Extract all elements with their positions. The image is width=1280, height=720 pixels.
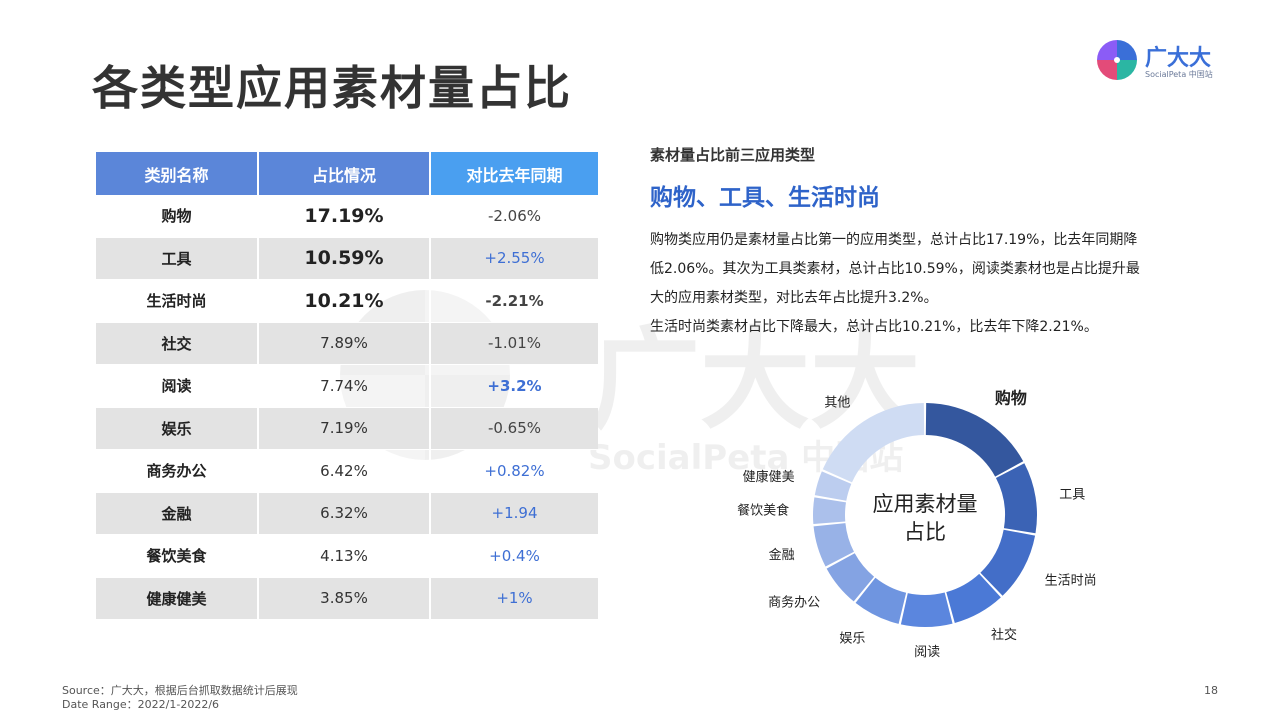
donut-slice-3: [946, 573, 1001, 623]
cell-share: 7.19%: [259, 407, 431, 450]
cell-category: 商务办公: [96, 450, 259, 493]
brand-logo: 广大大 SocialPeta 中国站: [1097, 40, 1227, 84]
cell-category: 生活时尚: [96, 280, 259, 323]
cell-category: 金融: [96, 492, 259, 535]
cell-category: 娱乐: [96, 407, 259, 450]
donut-label-9: 健康健美: [743, 469, 795, 485]
donut-slice-1: [995, 463, 1037, 534]
donut-slice-8: [813, 497, 846, 525]
summary-subtitle: 素材量占比前三应用类型: [650, 146, 816, 164]
donut-label-2: 生活时尚: [1045, 574, 1097, 589]
summary-line: 大的应用素材类型，对比去年占比提升3.2%。: [650, 290, 938, 306]
summary-line: 低2.06%。其次为工具类素材，总计占比10.59%，阅读类素材也是占比提升最: [650, 261, 1140, 277]
donut-label-3: 社交: [991, 627, 1017, 643]
table-header-row: 类别名称 占比情况 对比去年同期: [96, 152, 598, 195]
logo-icon: [1097, 40, 1137, 80]
cell-change: -1.01%: [431, 322, 598, 365]
donut-label-1: 工具: [1059, 488, 1085, 503]
donut-slice-4: [900, 592, 953, 627]
page-number: 18: [1204, 684, 1218, 697]
summary-line: 购物类应用仍是素材量占比第一的应用类型，总计占比17.19%，比去年同期降: [650, 232, 1138, 248]
cell-category: 购物: [96, 195, 259, 238]
cell-share: 10.59%: [259, 237, 431, 280]
table-row: 工具 10.59% +2.55%: [96, 237, 598, 280]
cell-change: +3.2%: [431, 365, 598, 408]
cell-share: 4.13%: [259, 535, 431, 578]
header-change: 对比去年同期: [431, 152, 598, 195]
donut-slice-7: [813, 523, 854, 567]
donut-slice-0: [925, 403, 1024, 477]
cell-change: -2.21%: [431, 280, 598, 323]
table-row: 生活时尚 10.21% -2.21%: [96, 280, 598, 323]
table-row: 餐饮美食 4.13% +0.4%: [96, 535, 598, 578]
footer-source: Source：广大大，根据后台抓取数据统计后展现: [62, 684, 298, 697]
logo-subtitle: SocialPeta 中国站: [1145, 70, 1213, 79]
cell-change: +1%: [431, 577, 598, 620]
cell-share: 10.21%: [259, 280, 431, 323]
cell-category: 阅读: [96, 365, 259, 408]
table-row: 金融 6.32% +1.94: [96, 492, 598, 535]
cell-share: 6.42%: [259, 450, 431, 493]
donut-label-10: 其他: [824, 395, 850, 410]
donut-label-0: 购物: [995, 388, 1027, 407]
cell-share: 7.74%: [259, 365, 431, 408]
cell-share: 7.89%: [259, 322, 431, 365]
donut-center-label: 占比: [904, 520, 946, 544]
cell-share: 6.32%: [259, 492, 431, 535]
page-title: 各类型应用素材量占比: [92, 61, 572, 115]
donut-label-7: 金融: [769, 547, 795, 563]
header-category: 类别名称: [96, 152, 259, 195]
table-row: 社交 7.89% -1.01%: [96, 322, 598, 365]
summary-line: 生活时尚类素材占比下降最大，总计占比10.21%，比去年下降2.21%。: [650, 319, 1098, 335]
table-row: 购物 17.19% -2.06%: [96, 195, 598, 238]
donut-slice-5: [855, 577, 907, 624]
donut-label-5: 娱乐: [839, 631, 865, 646]
cell-change: +0.82%: [431, 450, 598, 493]
donut-label-4: 阅读: [914, 645, 940, 660]
cell-category: 工具: [96, 237, 259, 280]
cell-change: +2.55%: [431, 237, 598, 280]
cell-share: 3.85%: [259, 577, 431, 620]
cell-change: -2.06%: [431, 195, 598, 238]
donut-label-8: 餐饮美食: [737, 503, 789, 519]
table-row: 健康健美 3.85% +1%: [96, 577, 598, 620]
cell-change: -0.65%: [431, 407, 598, 450]
donut-slice-9: [814, 471, 852, 501]
cell-change: +1.94: [431, 492, 598, 535]
cell-category: 社交: [96, 322, 259, 365]
logo-name: 广大大: [1145, 46, 1212, 71]
cell-category: 健康健美: [96, 577, 259, 620]
donut-center-label: 应用素材量: [873, 492, 978, 516]
cell-change: +0.4%: [431, 535, 598, 578]
category-share-table: 类别名称 占比情况 对比去年同期 购物 17.19% -2.06% 工具 10.…: [96, 152, 598, 620]
cell-share: 17.19%: [259, 195, 431, 238]
donut-slice-2: [980, 529, 1036, 596]
summary-headline: 购物、工具、生活时尚: [650, 185, 880, 211]
table-row: 阅读 7.74% +3.2%: [96, 365, 598, 408]
header-share: 占比情况: [259, 152, 431, 195]
donut-slice-6: [826, 553, 875, 602]
donut-slice-10: [822, 403, 925, 483]
donut-label-6: 商务办公: [768, 595, 820, 611]
footer-date-range: Date Range：2022/1-2022/6: [62, 698, 220, 711]
summary-paragraph: 购物类应用仍是素材量占比第一的应用类型，总计占比17.19%，比去年同期降 低2…: [650, 226, 1240, 342]
cell-category: 餐饮美食: [96, 535, 259, 578]
table-row: 娱乐 7.19% -0.65%: [96, 407, 598, 450]
table-row: 商务办公 6.42% +0.82%: [96, 450, 598, 493]
